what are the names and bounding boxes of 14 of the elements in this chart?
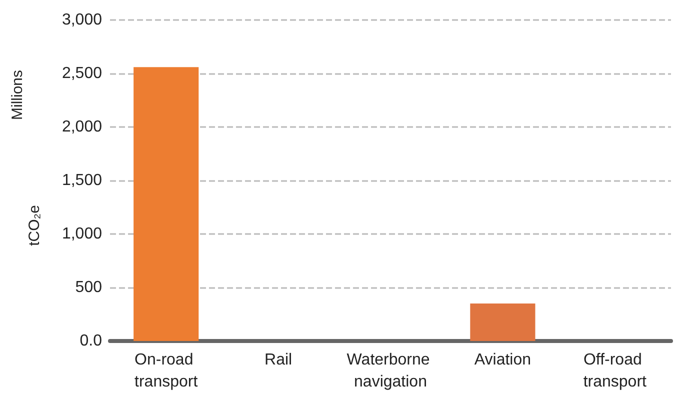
x-tick-label: Rail [264,352,292,368]
x-tick-label: Aviation [474,352,532,368]
y-tick-label: 1,000 [62,226,102,242]
x-tick-label: Off-road transport [583,352,648,390]
y-tick-label: 2,500 [62,65,102,82]
x-tick-label: On-road transport [134,352,198,390]
y-tick-label: 500 [75,279,102,296]
y-tick-label: 0.0 [80,332,102,350]
text: Millions [9,70,26,120]
x-tick-label: Waterborne navigation [346,352,434,390]
y-tick-label: 3,000 [62,12,102,28]
y-tick-label: 1,500 [62,172,102,189]
y-tick-label: 2,000 [62,118,102,136]
y-axis-title: tCO₂e [26,205,43,246]
